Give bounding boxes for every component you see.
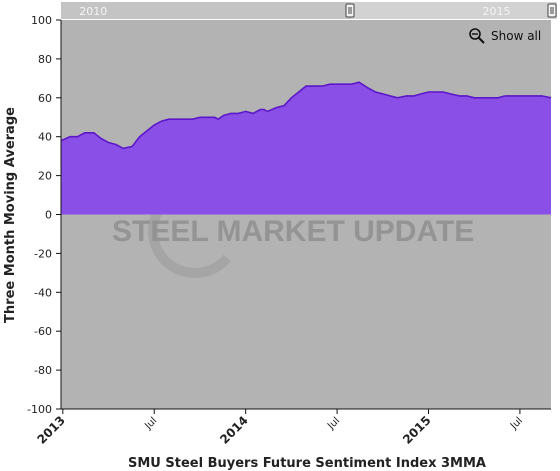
x-axis-title: SMU Steel Buyers Future Sentiment Index … xyxy=(128,456,486,471)
series-line xyxy=(60,81,552,150)
y-tick-label: -60 xyxy=(34,325,52,338)
y-tick-label: -20 xyxy=(34,247,52,260)
x-tick-label: Jul xyxy=(142,415,159,432)
x-tick-label: 2014 xyxy=(217,413,251,447)
navigator-label: 2010 xyxy=(79,5,107,18)
y-tick-label: -100 xyxy=(27,403,52,416)
navigator-outside-range xyxy=(61,2,351,19)
y-tick-label: 60 xyxy=(38,92,52,105)
y-axis-title: Three Month Moving Average xyxy=(3,107,18,323)
y-tick-label: 20 xyxy=(38,170,52,183)
y-tick-label: -40 xyxy=(34,286,52,299)
navigator-handle-left[interactable] xyxy=(345,3,355,18)
show-all-button[interactable]: Show all xyxy=(469,28,541,44)
y-tick-label: 0 xyxy=(45,209,52,222)
y-tick-label: 100 xyxy=(31,14,52,27)
x-tick-label: 2015 xyxy=(400,413,434,447)
series-area xyxy=(61,82,551,215)
watermark-text: STEEL MARKET UPDATE xyxy=(112,215,474,248)
x-tick-label: 2013 xyxy=(34,413,68,447)
y-tick-label: 80 xyxy=(38,53,52,66)
y-tick-label: -80 xyxy=(34,364,52,377)
navigator-label: 2015 xyxy=(483,5,511,18)
show-all-label: Show all xyxy=(491,29,541,43)
x-tick-label: Jul xyxy=(325,415,342,432)
x-tick-label: Jul xyxy=(508,415,525,432)
zoom-out-icon xyxy=(469,28,481,40)
y-tick-label: 40 xyxy=(38,131,52,144)
navigator-handle-right[interactable] xyxy=(547,3,557,18)
